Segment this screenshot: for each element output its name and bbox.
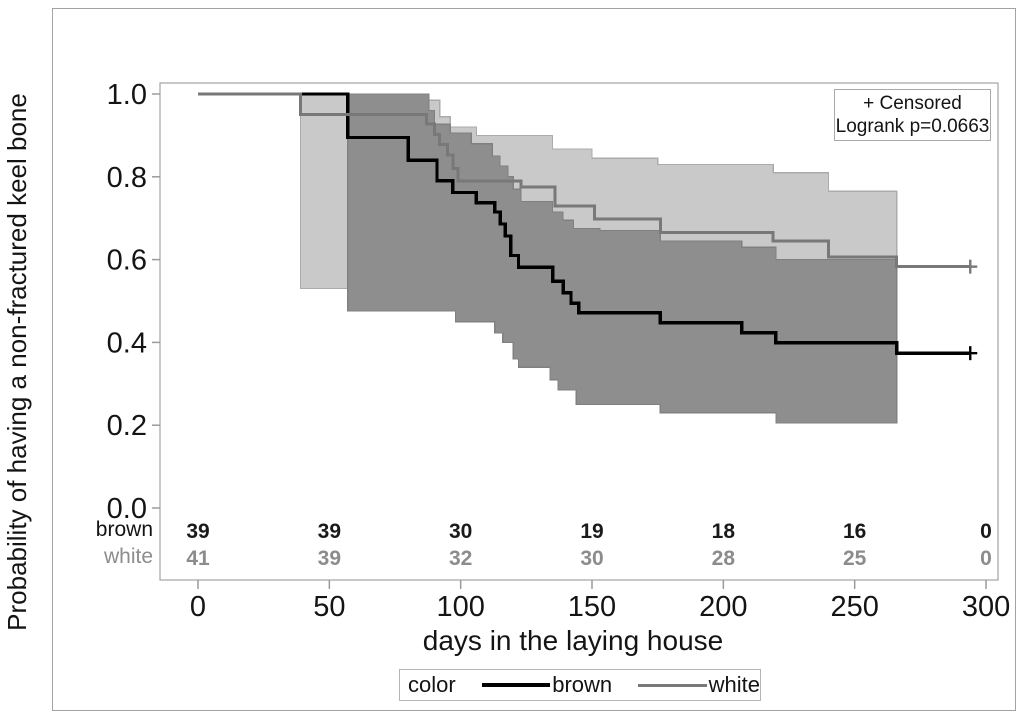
x-tick-label: 200 <box>699 591 747 623</box>
y-tick-label: 0.2 <box>107 410 147 442</box>
at-risk-count-white: 28 <box>712 547 736 570</box>
at-risk-count-white: 39 <box>318 547 341 570</box>
at-risk-row-label-white: white <box>103 545 153 568</box>
at-risk-count-brown: 39 <box>186 520 209 543</box>
y-tick-label: 0.8 <box>107 162 147 194</box>
x-tick-label: 250 <box>830 591 878 623</box>
y-tick-label: 0.4 <box>107 327 147 359</box>
km-plot: 0 50 100 150 200 250 3000.00.20.40.60.81.03941… <box>107 79 1011 623</box>
x-axis-title: days in the laying house <box>422 625 724 656</box>
white-line-swatch <box>638 683 707 687</box>
at-risk-count-brown: 30 <box>449 520 472 543</box>
y-tick-label: 0.0 <box>107 493 147 525</box>
censored-legend-box: + Censored Logrank p=0.0663 <box>834 89 991 141</box>
x-tick-label: 300 <box>962 591 1010 623</box>
at-risk-count-white: 41 <box>186 547 210 570</box>
at-risk-count-brown: 19 <box>580 520 603 543</box>
x-tick-label: 0 <box>190 591 206 623</box>
legend-label-brown: brown <box>552 672 613 697</box>
censored-label: + Censored <box>863 93 962 114</box>
at-risk-count-white: 30 <box>580 547 603 570</box>
legend-title: color <box>408 672 456 697</box>
y-axis-title: Probability of having a non-fractured ke… <box>2 93 32 631</box>
at-risk-count-white: 32 <box>449 547 472 570</box>
brown-survival-curve <box>198 92 971 355</box>
at-risk-count-white: 0 <box>980 547 992 570</box>
at-risk-row-label-brown: brown <box>95 518 153 541</box>
x-tick-label: 100 <box>436 591 484 623</box>
legend-label-white: white <box>708 672 760 697</box>
y-tick-label: 0.6 <box>107 245 147 277</box>
at-risk-count-white: 25 <box>843 547 867 570</box>
at-risk-count-brown: 39 <box>318 520 341 543</box>
at-risk-count-brown: 0 <box>980 520 992 543</box>
color-legend: color brown white <box>399 669 761 701</box>
at-risk-count-brown: 16 <box>843 520 866 543</box>
brown-confidence-band <box>347 93 898 424</box>
white-survival-curve <box>198 92 971 269</box>
y-tick-label: 1.0 <box>107 79 147 111</box>
brown-line-swatch <box>481 683 551 687</box>
plot-border <box>159 82 999 581</box>
x-tick-label: 150 <box>568 591 616 623</box>
logrank-p-label: Logrank p=0.0663 <box>835 116 990 137</box>
at-risk-count-brown: 18 <box>712 520 736 543</box>
figure-border: 0 50 100 150 200 250 300 0.0 0.2 0.4 0.6 0.8 1.0 39 41… <box>52 8 1016 711</box>
x-tick-label: 50 <box>313 591 345 623</box>
